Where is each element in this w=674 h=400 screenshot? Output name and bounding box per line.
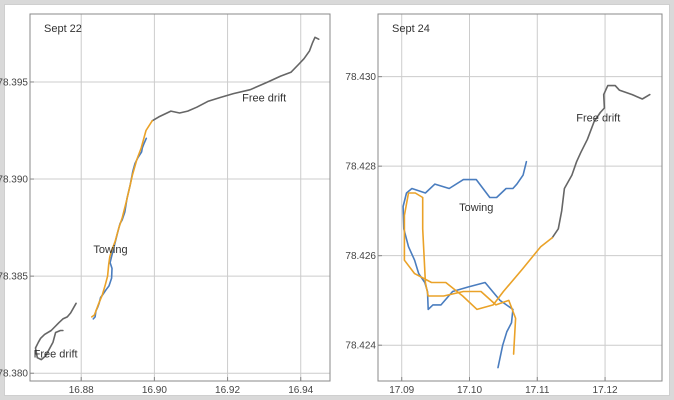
chart-panel-2: 17.09 17.10 17.11 17.12 78.424 78.426 78.428 78…: [345, 13, 663, 396]
series-line-orange: [403, 192, 554, 355]
chart-panel-1: 16.88 16.90 16.92 16.94 78.380 78.385 78.390 78…: [0, 13, 331, 396]
annotation-label: Free drift: [34, 349, 78, 361]
x-tick-label: 17.09: [389, 385, 414, 396]
plot-frame: [29, 13, 331, 382]
y-tick-label: 78.395: [0, 77, 28, 88]
y-tick-label: 78.380: [0, 369, 28, 380]
series-line-blue: [92, 137, 148, 320]
plot-frame: [377, 13, 663, 382]
x-tick-label: 16.90: [142, 385, 167, 396]
x-tick-label: 17.11: [525, 385, 550, 396]
annotation-label: Free drift: [242, 92, 286, 104]
x-tick-label: 16.92: [215, 385, 240, 396]
y-tick-label: 78.424: [345, 341, 376, 352]
series-line-gray: [34, 302, 77, 361]
annotation-label: Free drift: [576, 112, 620, 124]
series-line-gray: [551, 84, 651, 239]
series-line-orange: [91, 120, 153, 318]
x-tick-label: 17.12: [593, 385, 618, 396]
x-tick-label: 16.88: [69, 385, 94, 396]
annotation-label: Towing: [459, 202, 493, 214]
annotation-label: Towing: [93, 244, 127, 256]
series-line-blue: [402, 160, 528, 369]
chart-title: Sept 24: [392, 23, 430, 35]
x-tick-label: 17.10: [457, 385, 482, 396]
figure-frame: [4, 4, 670, 396]
x-tick-label: 16.94: [288, 385, 313, 396]
series-line-gray: [151, 36, 320, 122]
chart-title: Sept 22: [44, 23, 82, 35]
y-tick-label: 78.430: [345, 72, 376, 83]
y-tick-label: 78.428: [345, 162, 376, 173]
y-tick-label: 78.390: [0, 175, 28, 186]
y-tick-label: 78.385: [0, 272, 28, 283]
y-tick-label: 78.426: [345, 251, 376, 262]
